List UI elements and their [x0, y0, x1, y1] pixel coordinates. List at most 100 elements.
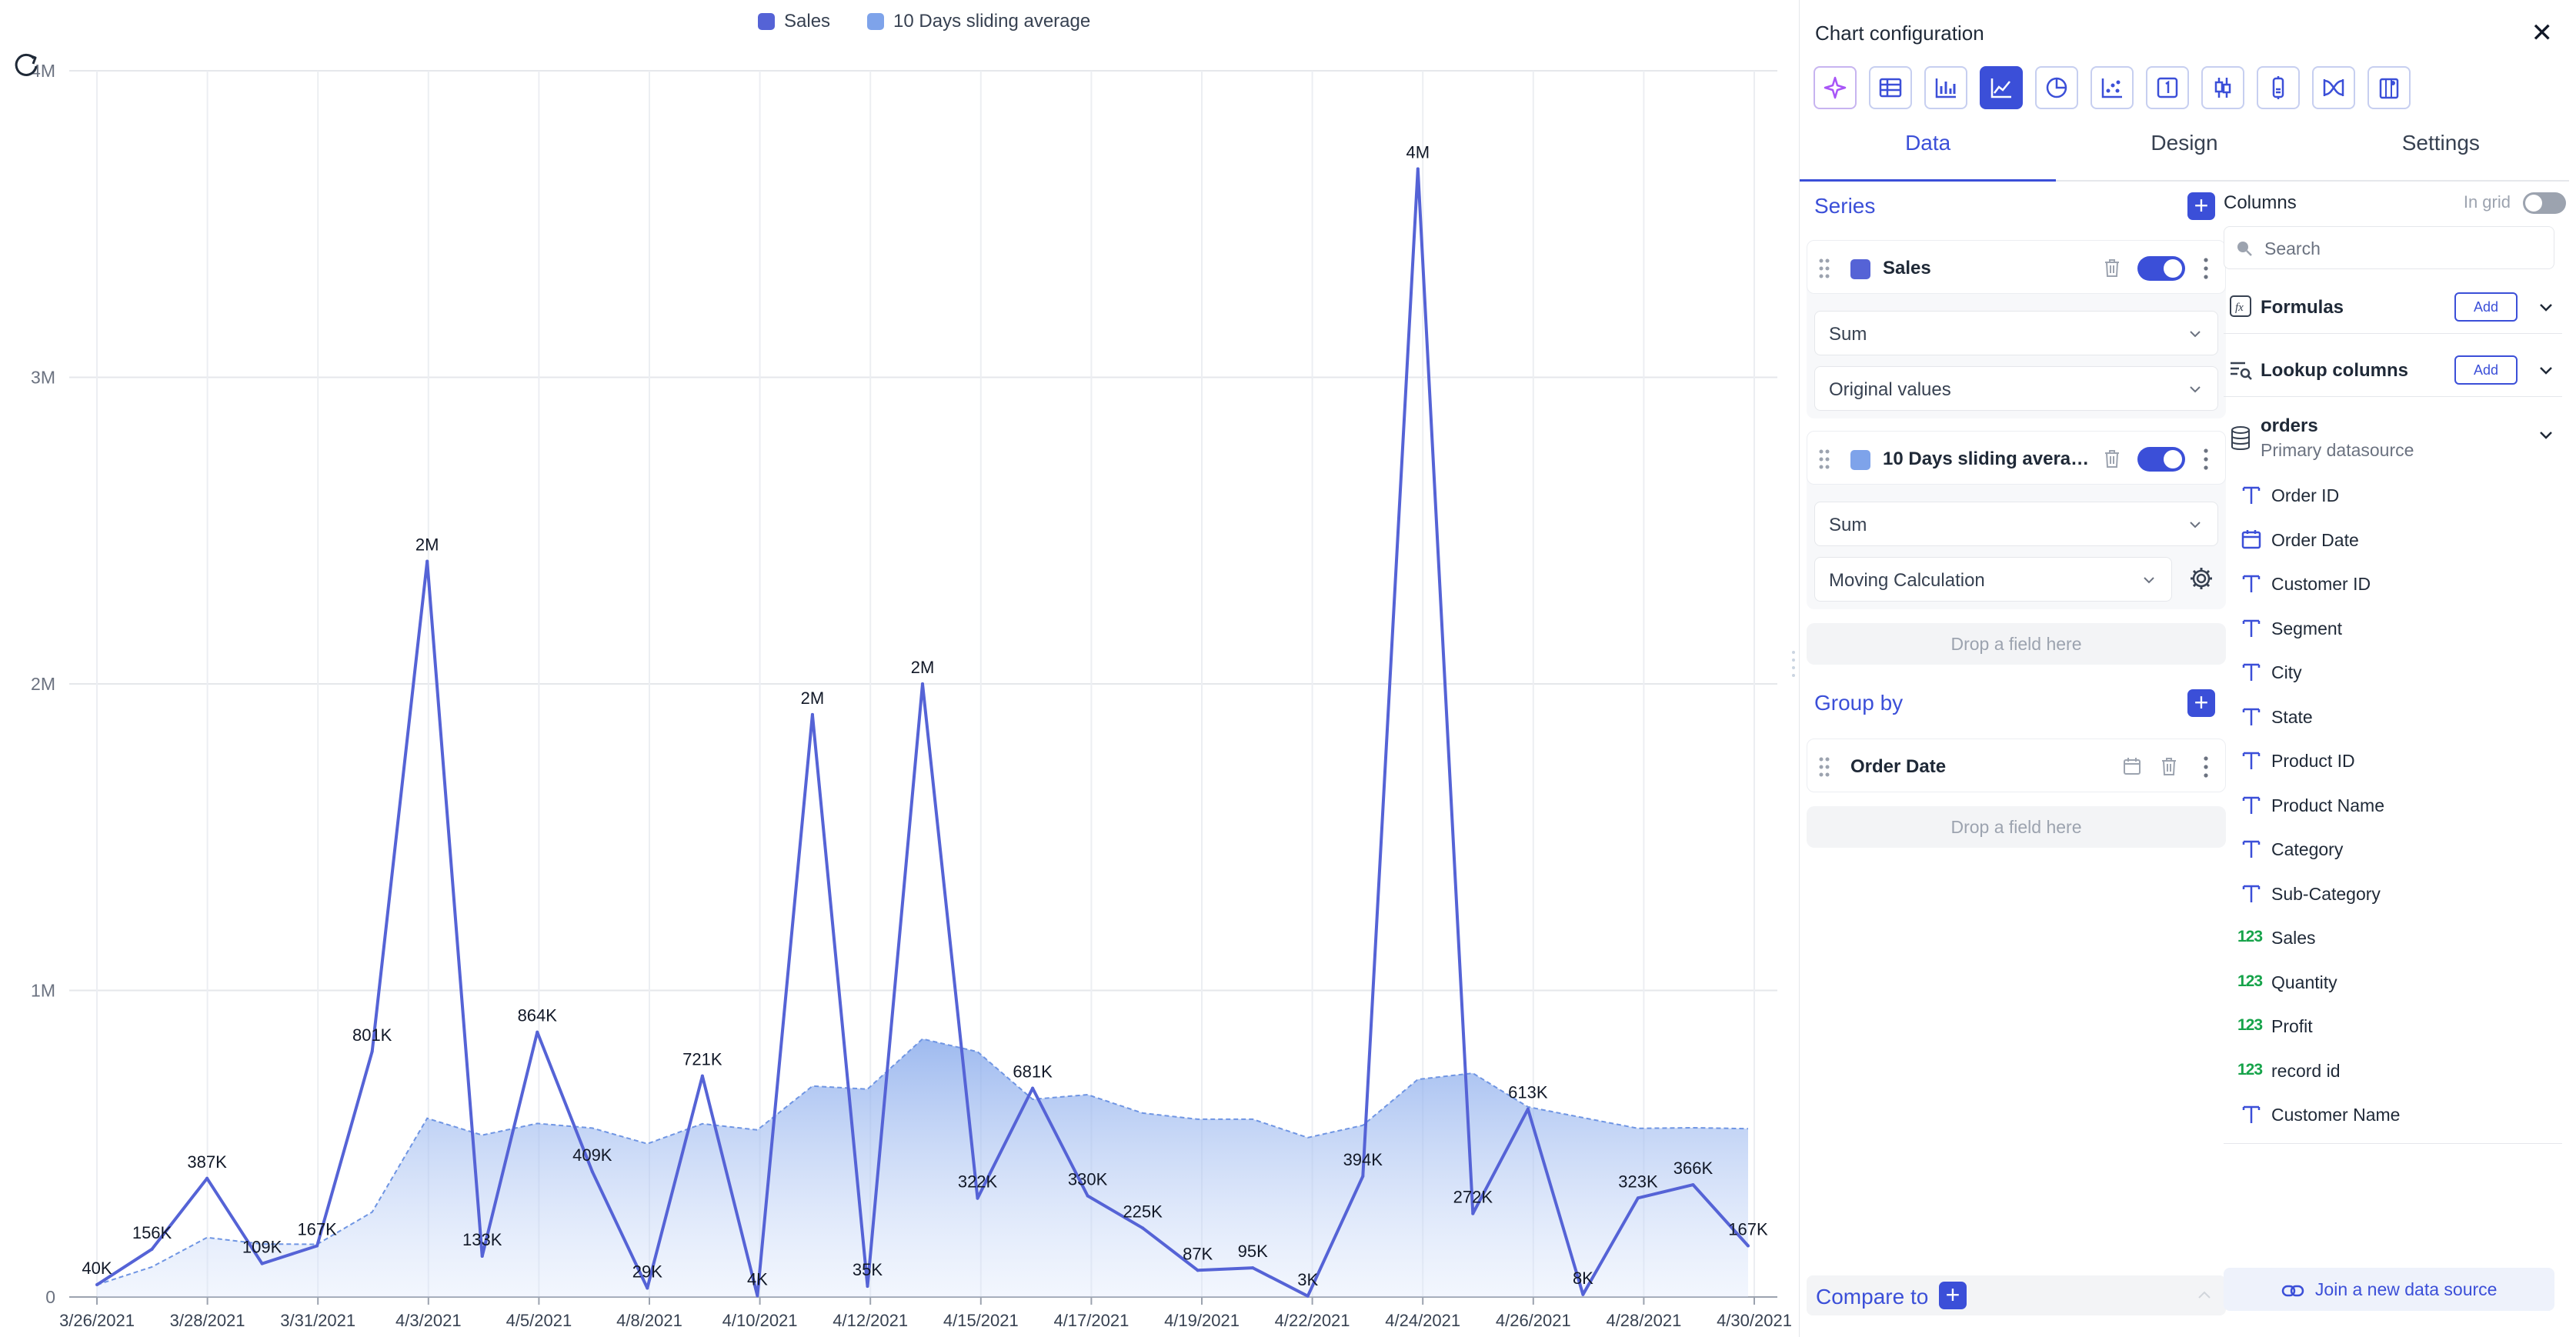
- field-label: record id: [2271, 1060, 2341, 1081]
- chevron-down-icon[interactable]: [2538, 426, 2554, 443]
- chart-type-auto[interactable]: [1814, 66, 1857, 109]
- field-item[interactable]: Product ID: [2241, 745, 2564, 775]
- x-tick-label: 4/24/2021: [1385, 1311, 1460, 1330]
- more-options-icon[interactable]: [2204, 755, 2208, 779]
- legend-item-sales[interactable]: Sales: [758, 11, 830, 32]
- group-by-header: Group by +: [1807, 680, 2226, 719]
- series-color-swatch[interactable]: [1850, 259, 1870, 279]
- more-options-icon[interactable]: [2204, 447, 2208, 472]
- drag-handle-icon[interactable]: [1818, 258, 1830, 279]
- field-item[interactable]: Category: [2241, 833, 2564, 864]
- chevron-down-icon[interactable]: [2538, 298, 2554, 315]
- chart-type-candlestick[interactable]: [2201, 66, 2244, 109]
- add-compare-button[interactable]: +: [1939, 1282, 1967, 1309]
- calculation-select[interactable]: Original values: [1814, 366, 2218, 411]
- field-item[interactable]: City: [2241, 656, 2564, 687]
- aggregation-select[interactable]: Sum: [1814, 502, 2218, 546]
- field-item[interactable]: Segment: [2241, 612, 2564, 643]
- series-drop-zone[interactable]: Drop a field here: [1807, 623, 2226, 665]
- formula-icon: fx: [2230, 295, 2251, 317]
- chevron-up-icon[interactable]: [2197, 1289, 2212, 1300]
- add-lookup-button[interactable]: Add: [2454, 355, 2518, 385]
- search-input[interactable]: Search: [2264, 238, 2321, 258]
- sales-data-label: 87K: [1183, 1244, 1213, 1263]
- datasource-orders[interactable]: orders Primary datasource: [2224, 408, 2562, 469]
- sales-data-label: 330K: [1068, 1169, 1108, 1189]
- chart-type-line[interactable]: [1980, 66, 2023, 109]
- tab-data[interactable]: Data: [1800, 115, 2057, 182]
- group-by-row[interactable]: Order Date: [1807, 739, 2226, 792]
- chevron-down-icon[interactable]: [2538, 362, 2554, 378]
- number-type-icon: 123: [2237, 1016, 2263, 1034]
- text-type-icon: [2242, 575, 2261, 592]
- calculation-select[interactable]: Moving Calculation: [1814, 557, 2172, 602]
- progress-icon: [2272, 76, 2284, 99]
- lookup-columns-group[interactable]: Lookup columns Add: [2224, 342, 2562, 397]
- field-item[interactable]: 123 Quantity: [2237, 966, 2564, 997]
- refresh-icon[interactable]: [11, 49, 42, 80]
- text-type-icon: [2242, 708, 2261, 725]
- field-item[interactable]: Customer ID: [2241, 568, 2564, 598]
- series-visibility-toggle[interactable]: [2137, 447, 2185, 472]
- series-row[interactable]: Sales: [1807, 240, 2226, 294]
- series-row[interactable]: 10 Days sliding avera…: [1807, 431, 2226, 485]
- columns-search[interactable]: Search: [2224, 226, 2554, 269]
- tab-settings[interactable]: Settings: [2401, 131, 2480, 155]
- close-icon[interactable]: ✕: [2531, 18, 2554, 48]
- kpi-number-icon: [2157, 77, 2178, 98]
- field-label: Order ID: [2271, 485, 2340, 505]
- sales-point: [1747, 1244, 1750, 1248]
- field-label: Product Name: [2271, 795, 2385, 815]
- x-tick-label: 4/3/2021: [395, 1311, 462, 1330]
- field-label: Order Date: [2271, 529, 2359, 550]
- field-label: Product ID: [2271, 751, 2355, 771]
- series-visibility-toggle[interactable]: [2137, 256, 2185, 281]
- field-item[interactable]: State: [2241, 701, 2564, 732]
- aggregation-select[interactable]: Sum: [1814, 311, 2218, 355]
- add-group-by-button[interactable]: +: [2187, 689, 2215, 717]
- add-formula-button[interactable]: Add: [2454, 292, 2518, 322]
- trash-icon[interactable]: [2104, 258, 2121, 278]
- trash-icon[interactable]: [2104, 448, 2121, 468]
- trash-icon[interactable]: [2161, 756, 2177, 776]
- join-data-source-button[interactable]: Join a new data source: [2224, 1268, 2554, 1311]
- chart-type-sankey[interactable]: [2312, 66, 2355, 109]
- field-item[interactable]: Order ID: [2241, 479, 2564, 510]
- add-series-button[interactable]: +: [2187, 192, 2215, 220]
- chart-type-gauge[interactable]: [2257, 66, 2300, 109]
- compare-to-bar[interactable]: Compare to +: [1807, 1275, 2226, 1315]
- drag-handle-icon[interactable]: [1818, 756, 1830, 778]
- formulas-group[interactable]: fx Formulas Add: [2224, 278, 2562, 334]
- chart-type-pie[interactable]: [2035, 66, 2078, 109]
- chart-type-bar[interactable]: [1924, 66, 1967, 109]
- chevron-down-icon: [2190, 522, 2201, 528]
- sales-point: [590, 1170, 594, 1174]
- select-value: Original values: [1829, 379, 1951, 400]
- drag-handle-icon[interactable]: [1818, 448, 1830, 470]
- field-item[interactable]: Product Name: [2241, 789, 2564, 820]
- calendar-icon[interactable]: [2122, 756, 2142, 776]
- panel-resize-handle[interactable]: [1791, 646, 1796, 685]
- chart-type-kpi[interactable]: [2146, 66, 2189, 109]
- field-item[interactable]: 123 Profit: [2237, 1010, 2564, 1041]
- chart-type-map[interactable]: [2367, 66, 2411, 109]
- more-options-icon[interactable]: [2204, 256, 2208, 281]
- group-by-drop-zone[interactable]: Drop a field here: [1807, 806, 2226, 848]
- field-item[interactable]: Order Date: [2241, 524, 2564, 555]
- in-grid-toggle[interactable]: [2523, 192, 2566, 214]
- gear-icon[interactable]: [2187, 565, 2215, 592]
- field-label: Segment: [2271, 618, 2343, 638]
- legend-label: 10 Days sliding average: [893, 11, 1091, 32]
- series-color-swatch[interactable]: [1850, 450, 1870, 470]
- field-item[interactable]: Sub-Category: [2241, 878, 2564, 909]
- sales-point: [1141, 1226, 1145, 1230]
- field-item[interactable]: Customer Name: [2241, 1099, 2564, 1129]
- field-item[interactable]: 123 record id: [2237, 1055, 2564, 1085]
- sales-data-label: 35K: [853, 1260, 883, 1279]
- legend-item-sliding-average[interactable]: 10 Days sliding average: [867, 11, 1090, 32]
- chart-type-table[interactable]: [1869, 66, 1912, 109]
- chart-type-scatter[interactable]: [2090, 66, 2134, 109]
- field-item[interactable]: 123 Sales: [2237, 922, 2564, 952]
- table-icon: [1879, 78, 1902, 98]
- tab-design[interactable]: Design: [2151, 131, 2218, 155]
